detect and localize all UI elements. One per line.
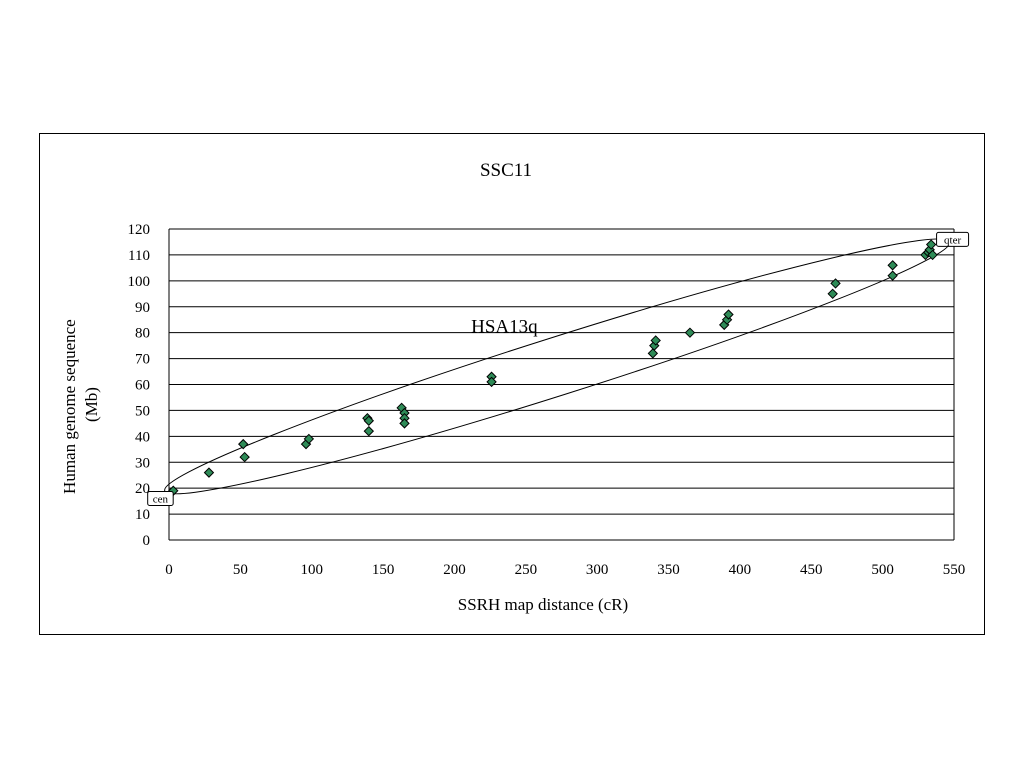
x-tick-label: 150 (372, 562, 395, 578)
hsa13q-ellipse (164, 238, 951, 495)
chart-frame: 0 10 20 30 40 50 60 70 80 90 100 110 120 0 50 100 150 200… (39, 133, 985, 635)
cen-label: cen (147, 491, 174, 507)
data-point (830, 278, 841, 289)
ellipse-layer (164, 238, 951, 495)
data-point (399, 418, 410, 429)
y-axis-title: Human genome sequence (Mb) (60, 315, 101, 494)
data-point (303, 433, 315, 445)
x-tick-label: 250 (515, 562, 538, 578)
x-tick-label: 0 (165, 562, 173, 578)
y-tick-label: 110 (128, 248, 150, 264)
data-point (827, 288, 838, 299)
x-tick-label: 100 (300, 562, 323, 578)
y-tick-label: 60 (135, 378, 150, 394)
y-tick-label: 50 (135, 403, 150, 419)
ellipse-label: HSA13q (471, 317, 538, 338)
data-point (650, 335, 661, 346)
x-tick-label: 200 (443, 562, 466, 578)
data-point (238, 438, 249, 450)
data-point (887, 270, 898, 281)
data-point (887, 260, 898, 271)
y-axis-title-line1: Human genome sequence (60, 319, 79, 494)
y-tick-label: 30 (135, 455, 150, 471)
scatter-chart: 0 10 20 30 40 50 60 70 80 90 100 110 120 0 50 100 150 200… (60, 160, 970, 614)
data-point (723, 309, 734, 320)
qter-label-text: qter (944, 234, 961, 246)
y-tick-label: 0 (143, 533, 151, 549)
annotation-layer: HSA13q cen qter (147, 231, 970, 507)
qter-label: qter (936, 231, 970, 247)
qter-label-box (936, 231, 970, 247)
data-point (239, 451, 250, 463)
x-tick-label: 400 (729, 562, 752, 578)
grid-layer (169, 228, 954, 541)
x-tick-label: 350 (657, 562, 680, 578)
y-tick-label: 120 (128, 222, 151, 238)
data-point (363, 425, 375, 437)
x-tick-label: 50 (233, 562, 248, 578)
y-tick-label: 70 (135, 352, 150, 368)
y-tick-label: 40 (135, 429, 150, 445)
data-point (486, 376, 497, 388)
y-axis-title-line2: (Mb) (82, 387, 101, 422)
data-point (684, 327, 696, 338)
cen-label-text: cen (153, 494, 169, 506)
data-point (925, 239, 937, 250)
data-point (927, 249, 938, 261)
chart-title: SSC11 (480, 160, 532, 181)
axis-layer: 0 10 20 30 40 50 60 70 80 90 100 110 120 0 50 100 150 200… (128, 222, 966, 578)
y-tick-label: 20 (135, 481, 150, 497)
data-point (203, 467, 215, 478)
x-tick-label: 300 (586, 562, 609, 578)
y-tick-label: 100 (128, 274, 151, 290)
x-tick-label: 550 (943, 562, 966, 578)
y-tick-label: 90 (135, 300, 150, 316)
points-layer (168, 239, 938, 496)
y-tick-label: 80 (135, 326, 150, 342)
data-point (647, 348, 659, 359)
x-tick-label: 500 (871, 562, 894, 578)
y-tick-label: 10 (135, 507, 150, 523)
data-point (363, 415, 375, 426)
x-axis-title: SSRH map distance (cR) (458, 595, 628, 614)
x-tick-label: 450 (800, 562, 823, 578)
cen-label-box (147, 491, 174, 507)
